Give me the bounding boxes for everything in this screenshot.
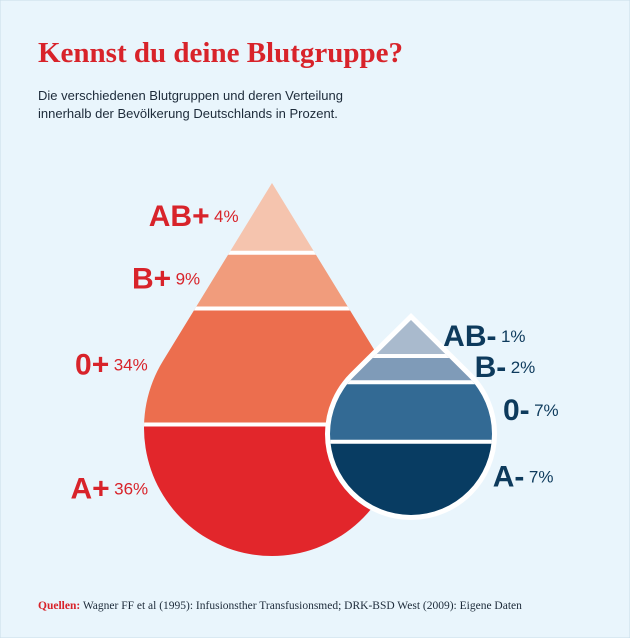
segment-label: A+ 36% [70,472,148,505]
percent: 36% [114,480,148,499]
percent: 7% [534,401,559,420]
source-text: Wagner FF et al (1995): Infusionsther Tr… [83,600,522,612]
group-name: AB- [443,320,496,353]
segment-label: B+ 9% [132,263,200,296]
percent: 7% [529,468,554,487]
group-name: A+ [70,472,109,505]
subtitle: innerhalb der Bevölkerung Deutschlands i… [38,106,338,121]
segment [330,382,493,442]
group-name: B- [475,351,507,384]
group-name: AB+ [149,200,210,233]
group-name: B+ [132,263,171,296]
source-label: Quellen: [38,600,80,612]
subtitle: Die verschiedenen Blutgruppen und deren … [38,88,343,103]
title: Kennst du deine Blutgruppe? [38,37,403,69]
segment-label: A- 7% [493,460,554,493]
percent: 2% [511,359,536,378]
percent: 1% [501,327,526,346]
segment-label: B- 2% [475,351,536,384]
segment-label: 0+ 34% [75,348,148,381]
segment-label: AB- 1% [443,320,525,353]
percent: 9% [176,270,201,289]
source: Quellen: Wagner FF et al (1995): Infusio… [38,600,522,612]
group-name: 0+ [75,348,109,381]
segment-label: AB+ 4% [149,200,239,233]
segment-label: 0- 7% [503,394,559,427]
group-name: 0- [503,394,530,427]
percent: 34% [114,356,148,375]
group-name: A- [493,460,525,493]
percent: 4% [214,207,239,226]
